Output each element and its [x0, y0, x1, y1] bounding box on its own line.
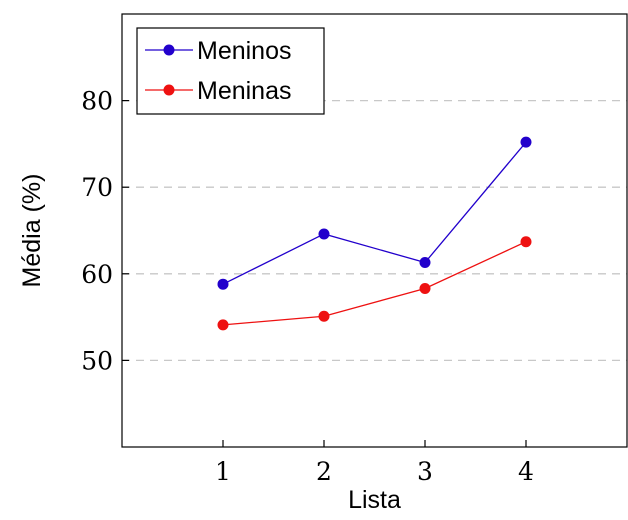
series-layer — [217, 136, 532, 331]
gridlines — [122, 99, 627, 362]
legend-label-meninos: Meninos — [197, 37, 292, 65]
y-tick-label-80: 80 — [81, 87, 113, 116]
legend-box — [136, 27, 325, 115]
legend-marker-meninos — [163, 44, 175, 56]
y-tick-label-70: 70 — [81, 173, 113, 202]
series-line-meninas — [222, 241, 527, 326]
x-axis-title: Lista — [348, 486, 401, 514]
point-meninos-3 — [419, 257, 431, 269]
legend-marker-meninas — [163, 84, 175, 96]
x-tick-label-2: 2 — [316, 457, 332, 486]
y-tick-label-50: 50 — [81, 346, 113, 375]
x-tick-label-1: 1 — [215, 457, 231, 486]
point-meninos-1 — [217, 278, 229, 290]
plot-frame — [121, 13, 628, 448]
y-tick-label-60: 60 — [81, 260, 113, 289]
point-meninas-4 — [520, 236, 532, 248]
point-meninos-4 — [520, 136, 532, 148]
x-tick-label-4: 4 — [518, 457, 534, 486]
legend-items: Meninos Meninas — [145, 37, 292, 105]
series-line-meninos — [222, 141, 527, 285]
legend-label-meninas: Meninas — [197, 77, 292, 105]
legend: Meninos Meninas — [136, 27, 325, 115]
point-meninas-3 — [419, 283, 431, 295]
y-axis-title: Média (%) — [18, 174, 46, 288]
point-meninas-2 — [318, 310, 330, 322]
point-meninos-2 — [318, 228, 330, 240]
point-meninas-1 — [217, 319, 229, 331]
x-tick-label-3: 3 — [417, 457, 433, 486]
ticks: 50 60 70 80 1 2 3 4 — [81, 87, 534, 486]
